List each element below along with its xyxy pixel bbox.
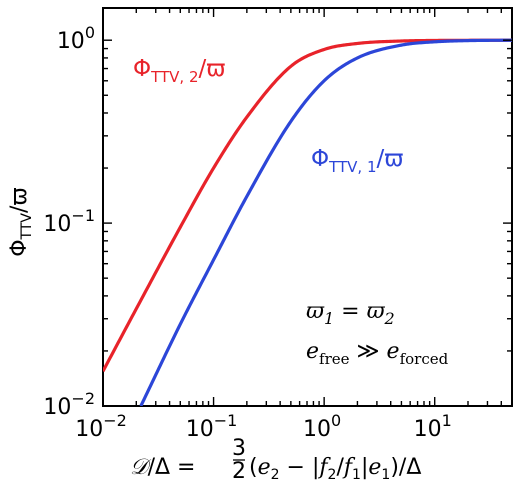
tick-layer: 10−2 10−1 100 101 10−2 10−1 100: [43, 8, 513, 442]
series-label-ttv2: ΦTTV, 2/ϖ: [133, 56, 226, 86]
annotation-varpi-equal: ϖ1 = ϖ2: [306, 299, 395, 328]
y-tick-label: 10−1: [43, 206, 95, 237]
series-label-ttv1: ΦTTV, 1/ϖ: [311, 146, 404, 176]
series-line-ttv1: [139, 38, 512, 406]
x-tick-label: 10−1: [186, 411, 238, 442]
x-axis-fraction: 3 2: [232, 436, 246, 484]
y-axis-label: ΦTTV/ϖ: [7, 187, 35, 257]
y-tick-label: 100: [57, 23, 95, 54]
annotation-e-free: efree ≫ eforced: [306, 339, 449, 368]
x-tick-label: 100: [303, 411, 341, 442]
x-tick-label: 101: [414, 411, 452, 442]
x-axis-label-rest: (e2 − |f2/f1|e1)/Δ: [249, 455, 421, 483]
svg-text:2: 2: [232, 459, 246, 484]
x-axis-label: 𝒟/Δ =: [130, 455, 195, 480]
x-tick-label: 10−2: [75, 411, 127, 442]
series-layer: [103, 38, 512, 406]
svg-text:3: 3: [232, 436, 246, 461]
y-tick-label: 10−2: [43, 389, 95, 420]
